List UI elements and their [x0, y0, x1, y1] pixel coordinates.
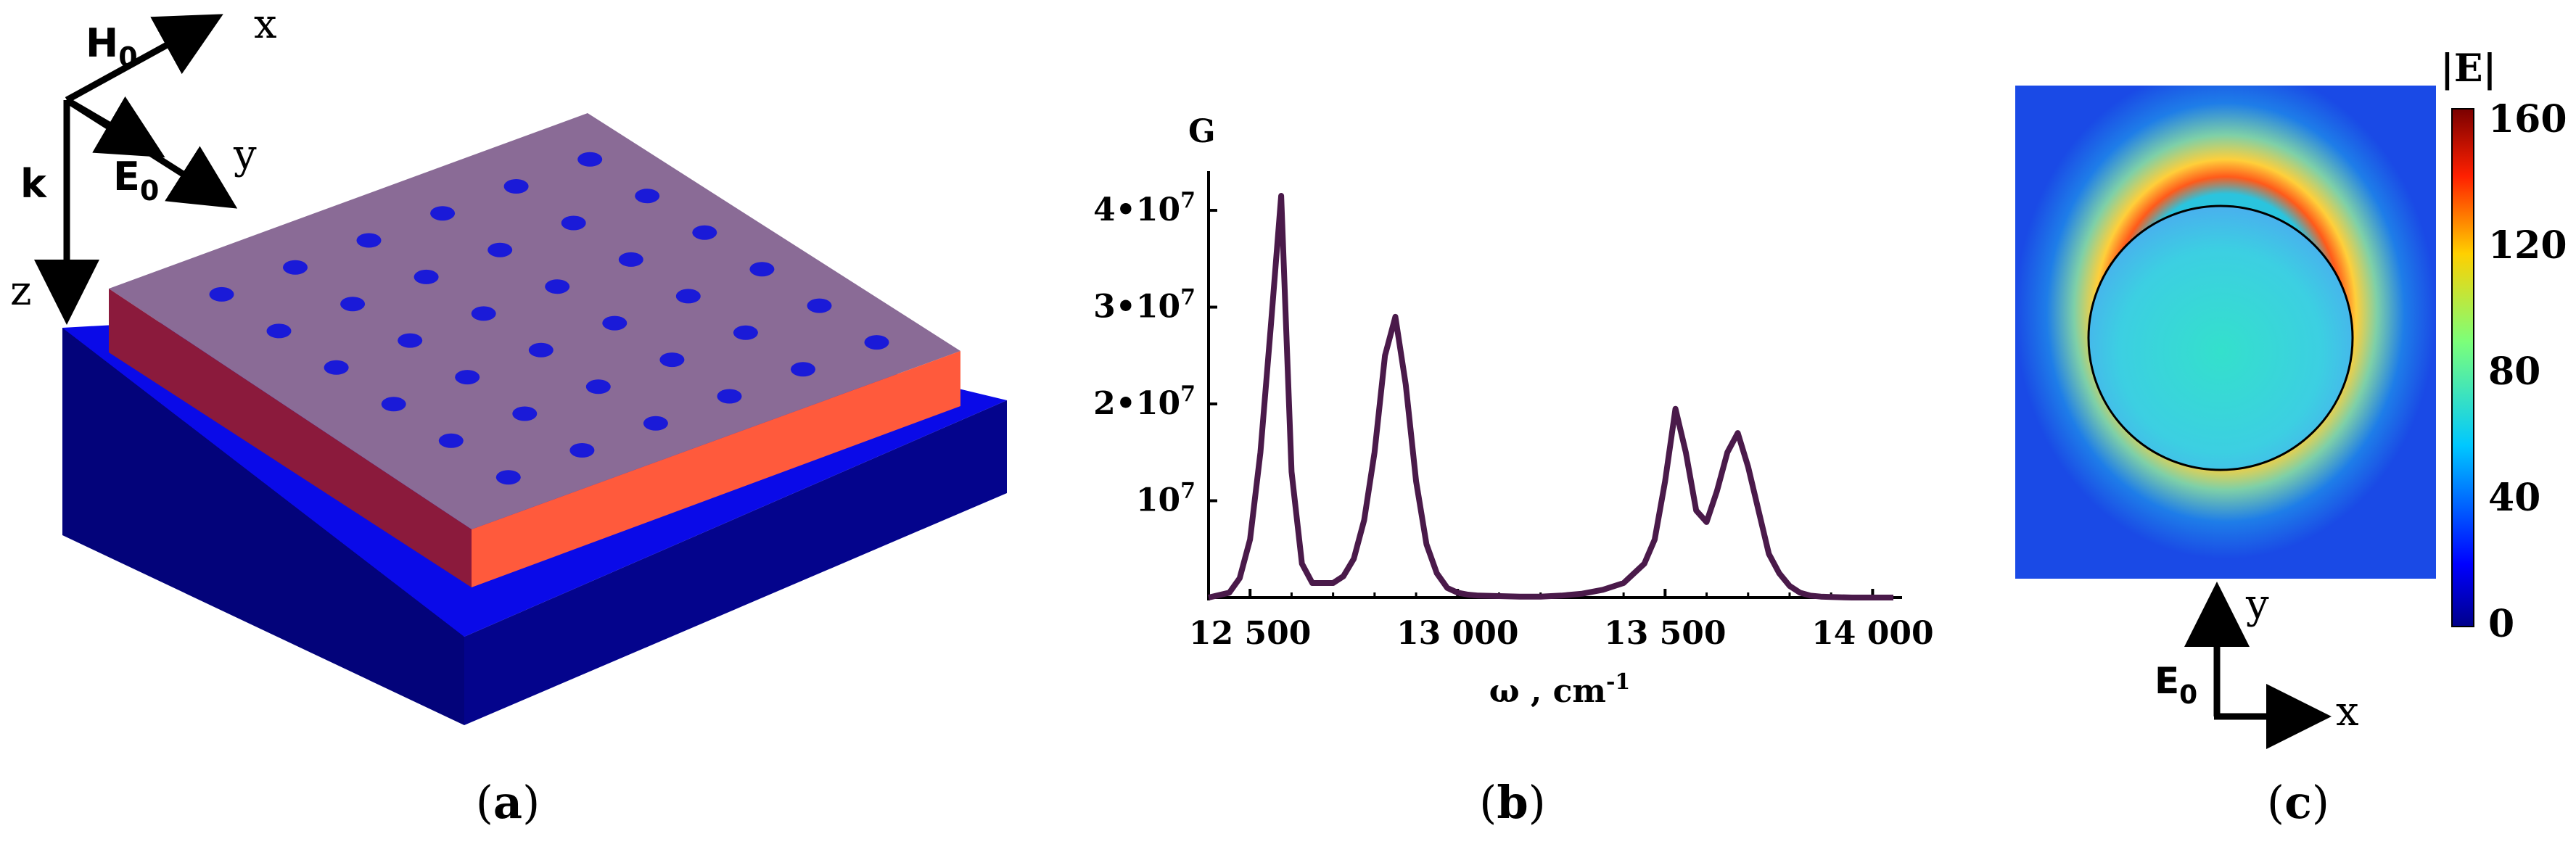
hole — [381, 397, 406, 412]
hole — [791, 362, 815, 377]
hole — [266, 323, 292, 339]
x-tick-label: 12 500 — [1189, 615, 1311, 652]
hole — [733, 325, 758, 340]
hole — [413, 269, 439, 284]
hole — [545, 279, 570, 294]
h0-arrow — [65, 14, 223, 103]
axis-y-label: y — [2245, 581, 2269, 628]
hole — [643, 416, 668, 431]
hole — [398, 333, 423, 348]
x-tick-label: 13 000 — [1396, 615, 1518, 652]
film-front-face — [472, 351, 960, 587]
series-line — [1208, 193, 1893, 600]
hole — [561, 215, 586, 231]
hole — [324, 360, 349, 375]
y-tick-label: 3•107 — [1093, 285, 1196, 326]
hole — [749, 262, 775, 277]
e0-label: E0 — [113, 154, 159, 207]
caption-c: (c) — [2267, 776, 2329, 829]
h0-label: H0 — [86, 20, 138, 73]
hole-array — [209, 152, 889, 485]
hole — [618, 252, 643, 267]
hole — [356, 233, 382, 248]
hole — [495, 470, 521, 485]
hole — [675, 289, 701, 304]
axis-x-label: x — [2336, 688, 2359, 735]
hole — [430, 206, 456, 221]
colorbar-tick: 160 — [2488, 97, 2567, 141]
hole — [807, 298, 832, 313]
e0-label: E0 — [2155, 660, 2197, 710]
caption-a: (a) — [476, 776, 540, 829]
panel-a: x y z H0 E0 k (a) — [10, 1, 1007, 829]
axis-x-label: x — [254, 1, 277, 48]
hole — [471, 306, 496, 321]
hole — [438, 433, 464, 448]
k-label: k — [20, 161, 47, 207]
tick-group: 4•107 3•107 2•107 107 12 500 13 000 13 500 14 0… — [1093, 188, 1933, 652]
y-arrow — [65, 97, 238, 209]
series-points — [1209, 196, 1893, 598]
hole — [455, 370, 480, 385]
panel-b: G 4•107 3•107 2•107 107 12 500 13 000 13 500 14… — [1093, 113, 1933, 829]
colorbar-title: |E| — [2440, 46, 2496, 91]
colorbar — [2451, 108, 2474, 627]
nanohole-boundary — [2087, 204, 2354, 471]
x-axis-label: ω , cm-1 — [1489, 669, 1631, 710]
substrate-left-face — [62, 328, 464, 725]
hole — [635, 189, 660, 204]
hole — [340, 297, 366, 312]
hole — [528, 342, 554, 358]
colorbar-tick: 80 — [2488, 350, 2540, 394]
y-tick-label: 4•107 — [1093, 188, 1196, 228]
hole — [585, 379, 611, 394]
y-tick-label: 2•107 — [1093, 381, 1196, 422]
axis-y-label: y — [233, 131, 257, 178]
y-tick-label: 107 — [1136, 479, 1196, 519]
film-left-face — [109, 289, 472, 587]
hole — [512, 406, 538, 421]
x-tick-label: 14 000 — [1811, 615, 1933, 652]
x-tick-label: 13 500 — [1604, 615, 1726, 652]
hole — [692, 225, 717, 240]
hole — [659, 352, 685, 368]
film-top-face — [109, 113, 960, 529]
hole — [569, 443, 595, 458]
hole — [503, 179, 529, 194]
substrate-front-face — [464, 400, 1007, 725]
hole — [487, 242, 513, 257]
colorbar-tick: 120 — [2488, 223, 2567, 268]
hole — [864, 335, 889, 350]
hole — [577, 152, 603, 167]
panel-c: |E| 160 120 80 40 0 y x E0 (c) — [2015, 46, 2567, 829]
y-axis-label: G — [1188, 113, 1216, 150]
hole — [717, 389, 742, 404]
hole — [602, 315, 627, 331]
hole — [283, 260, 308, 275]
hole — [209, 286, 234, 302]
colorbar-tick: 0 — [2488, 602, 2514, 646]
caption-b: (b) — [1479, 776, 1546, 829]
colorbar-tick: 40 — [2488, 476, 2540, 520]
axis-z-label: z — [10, 268, 32, 315]
